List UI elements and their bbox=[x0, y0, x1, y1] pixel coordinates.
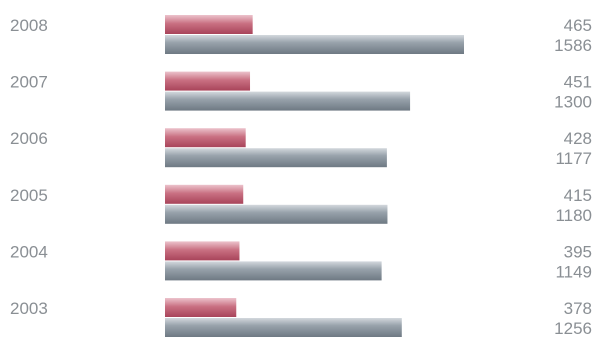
category-label: 2008 bbox=[10, 16, 48, 35]
value-label-series-a: 451 bbox=[564, 73, 592, 92]
value-label-series-b: 1149 bbox=[555, 262, 592, 281]
value-label-series-a: 415 bbox=[564, 186, 592, 205]
bar-series-b bbox=[165, 148, 387, 168]
value-label-series-a: 395 bbox=[564, 242, 592, 261]
value-label-series-b: 1256 bbox=[554, 319, 592, 338]
bar-series-a bbox=[165, 71, 251, 91]
category-label: 2004 bbox=[10, 242, 48, 261]
bar-series-a bbox=[165, 241, 240, 261]
bar-series-b bbox=[165, 318, 402, 337]
bar-series-a bbox=[165, 184, 244, 204]
bar-series-b bbox=[165, 91, 411, 111]
value-label-series-a: 378 bbox=[564, 299, 592, 318]
value-label-series-a: 465 bbox=[564, 16, 592, 35]
value-label-series-b: 1180 bbox=[555, 206, 592, 225]
category-label: 2003 bbox=[10, 299, 48, 318]
bar-series-b bbox=[165, 35, 464, 54]
value-label-series-a: 428 bbox=[564, 129, 592, 148]
category-label: 2007 bbox=[10, 73, 48, 92]
bar-series-a bbox=[165, 15, 253, 34]
bar-series-b bbox=[165, 261, 382, 281]
category-label: 2006 bbox=[10, 129, 48, 148]
value-label-series-b: 1586 bbox=[554, 36, 592, 55]
value-label-series-b: 1300 bbox=[554, 93, 592, 112]
bar-series-a bbox=[165, 128, 246, 148]
category-label: 2005 bbox=[10, 186, 48, 205]
bar-series-b bbox=[165, 204, 388, 224]
value-label-series-b: 1177 bbox=[555, 149, 592, 168]
bar-series-a bbox=[165, 298, 237, 317]
